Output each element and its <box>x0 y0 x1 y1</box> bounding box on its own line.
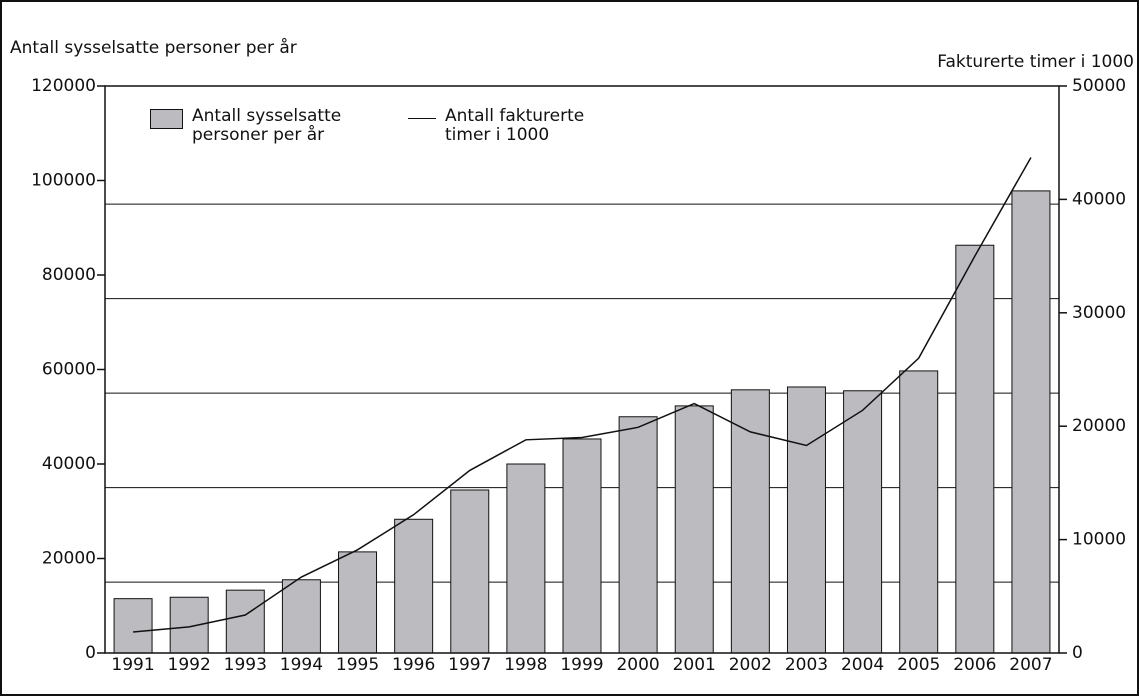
x-tick-label: 1992 <box>168 655 211 675</box>
x-tick-label: 1996 <box>392 655 435 675</box>
y2-tick-label: 20000 <box>1072 416 1126 436</box>
bar <box>562 438 602 654</box>
y-tick-label: 100000 <box>31 171 96 191</box>
x-tick-label: 2006 <box>953 655 996 675</box>
x-tick-label: 2000 <box>616 655 659 675</box>
y2-tick-label: 50000 <box>1072 76 1126 96</box>
legend-bar: Antall sysselsatte personer per år <box>150 107 382 145</box>
legend-line: Antall fakturerte timer i 1000 <box>408 107 605 145</box>
bar <box>1011 190 1051 654</box>
y-tick-label: 80000 <box>42 265 96 285</box>
x-tick-label: 2004 <box>841 655 884 675</box>
bar <box>338 551 378 654</box>
x-tick-label: 1994 <box>280 655 323 675</box>
x-tick-label: 2003 <box>785 655 828 675</box>
bar <box>506 463 546 654</box>
bar <box>730 389 770 654</box>
bar <box>955 244 995 654</box>
x-tick-label: 2001 <box>673 655 716 675</box>
y2-tick-label: 30000 <box>1072 303 1126 323</box>
y-tick-label: 20000 <box>42 549 96 569</box>
x-tick-label: 1991 <box>111 655 154 675</box>
bar <box>225 589 265 654</box>
y-tick-label: 120000 <box>31 76 96 96</box>
y2-axis-label: Fakturerte timer i 1000 <box>937 52 1134 72</box>
bar <box>786 386 826 654</box>
x-tick-label: 1997 <box>448 655 491 675</box>
y-tick-label: 0 <box>85 643 96 663</box>
bar <box>394 518 434 654</box>
y-axis-label: Antall sysselsatte personer per år <box>10 37 297 58</box>
y-tick-label: 40000 <box>42 454 96 474</box>
y2-tick-label: 40000 <box>1072 189 1126 209</box>
bar <box>281 579 321 654</box>
x-tick-label: 1995 <box>336 655 379 675</box>
legend-swatch <box>150 109 183 129</box>
legend-text: Antall sysselsatte personer per år <box>192 106 342 145</box>
y-tick-label: 60000 <box>42 360 96 380</box>
x-tick-label: 2007 <box>1009 655 1052 675</box>
y2-tick-label: 0 <box>1072 643 1083 663</box>
x-tick-label: 1998 <box>504 655 547 675</box>
x-tick-label: 2002 <box>729 655 772 675</box>
bar <box>618 416 658 654</box>
x-tick-label: 1999 <box>560 655 603 675</box>
bar <box>169 596 209 654</box>
bar <box>843 390 883 654</box>
y2-tick-label: 10000 <box>1072 530 1126 550</box>
x-tick-label: 2005 <box>897 655 940 675</box>
legend-text: Antall fakturerte timer i 1000 <box>445 106 585 145</box>
line-series <box>132 157 1032 633</box>
bar <box>899 370 939 654</box>
bar <box>450 489 490 654</box>
x-tick-label: 1993 <box>224 655 267 675</box>
bar <box>674 405 714 654</box>
legend-swatch <box>408 118 436 119</box>
bar <box>113 598 153 654</box>
